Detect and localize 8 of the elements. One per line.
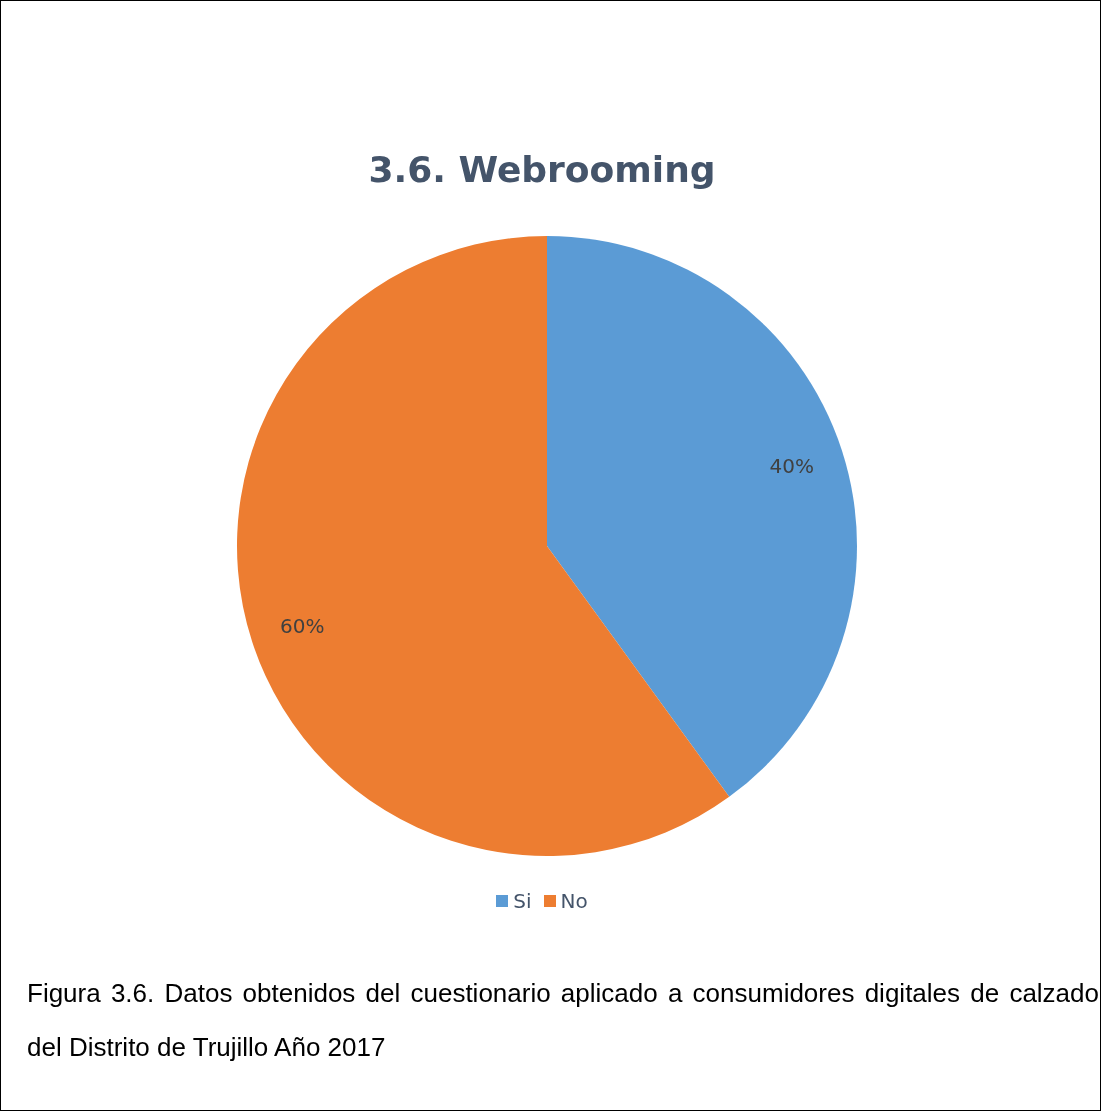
data-label: 60% xyxy=(280,613,325,638)
data-label: 40% xyxy=(769,454,814,479)
text: Figura 3.6. Datos obtenidos del cuestionario aplicado a consumidores digitales de calzado del Distrito de Trujillo Año 2017 xyxy=(27,977,1099,1064)
pie-slice xyxy=(237,236,730,856)
chart-title: 3.6. Webrooming xyxy=(367,149,717,190)
legend-label: Si xyxy=(512,889,532,913)
legend-label: No xyxy=(559,889,588,913)
pie-slice xyxy=(547,236,857,797)
